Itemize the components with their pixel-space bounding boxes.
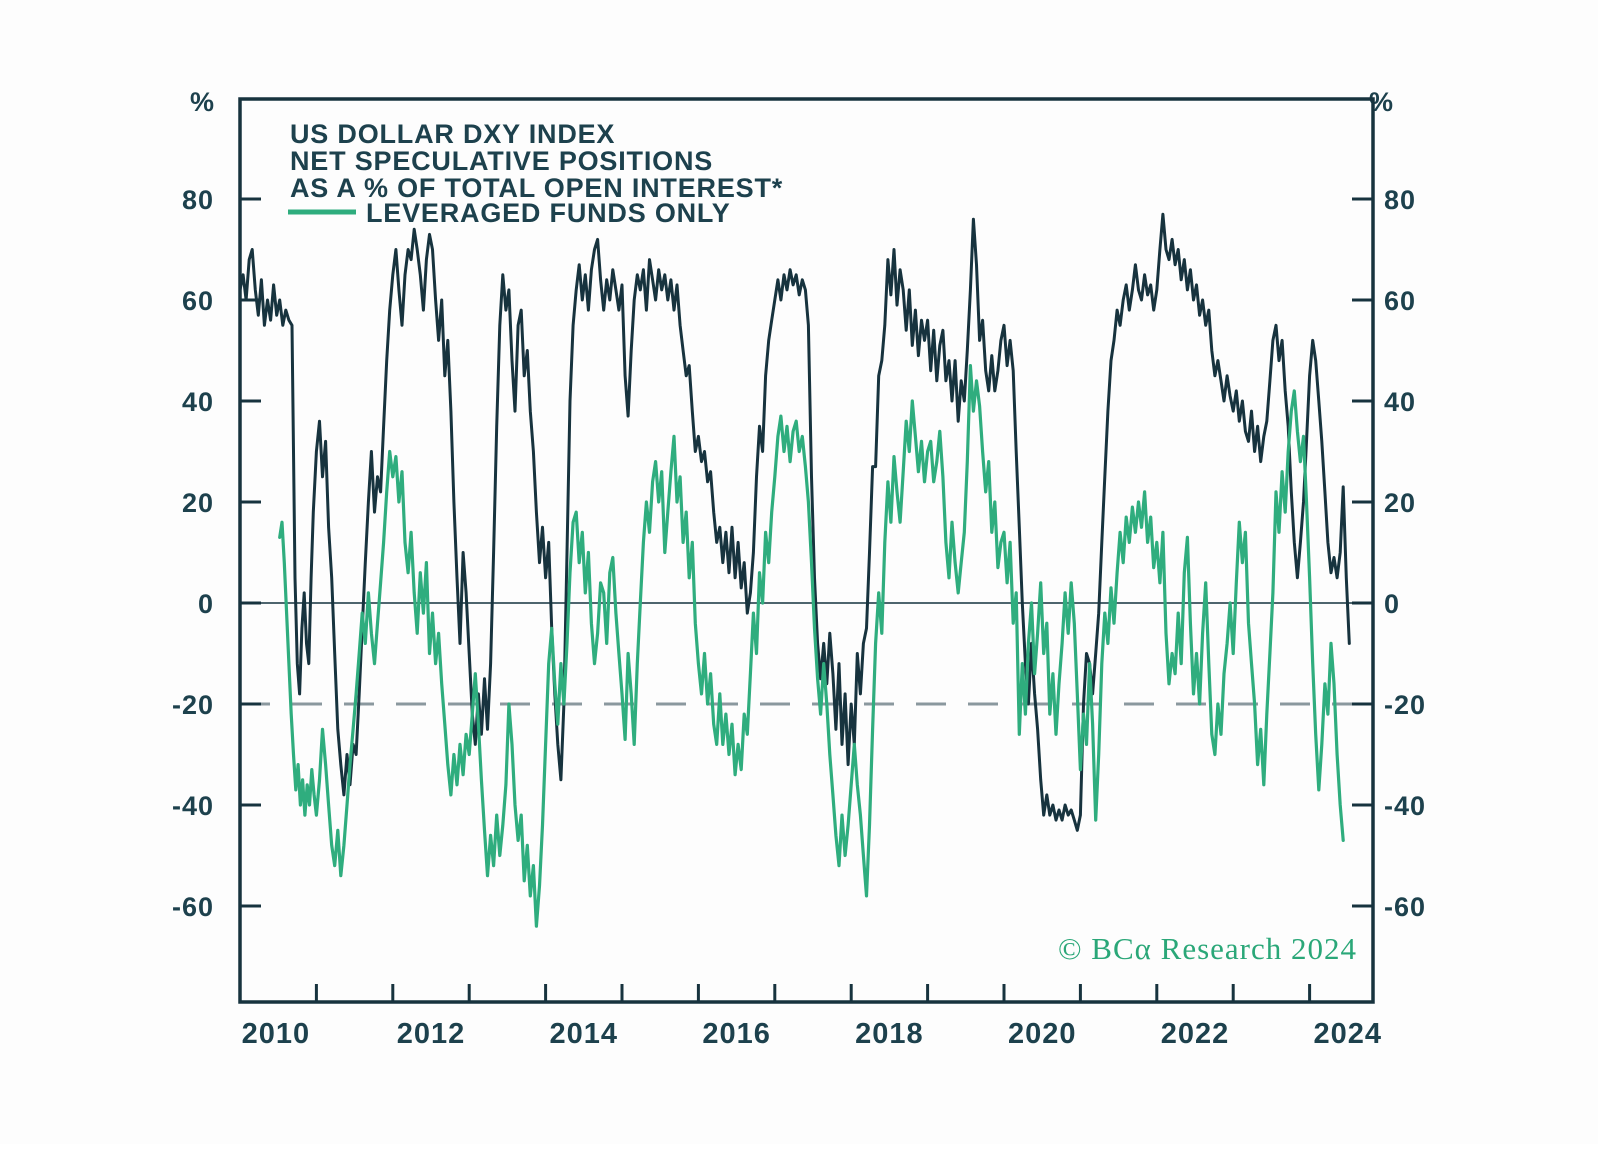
y-tick-label-left: 40 bbox=[182, 387, 214, 417]
y-tick-label-right: 0 bbox=[1384, 589, 1400, 619]
y-tick-label-right: -60 bbox=[1384, 892, 1426, 922]
y-tick-label-right: 80 bbox=[1384, 185, 1416, 215]
y-axis-unit-left: % bbox=[190, 87, 214, 117]
y-tick-label-right: 60 bbox=[1384, 286, 1416, 316]
y-tick-label-left: 0 bbox=[198, 589, 214, 619]
title-line-3: AS A % OF TOTAL OPEN INTEREST* bbox=[290, 173, 783, 203]
x-tick-label: 2014 bbox=[550, 1018, 619, 1050]
series-total-speculative bbox=[238, 212, 1351, 832]
title-line-1: US DOLLAR DXY INDEX bbox=[290, 119, 615, 149]
chart-title: US DOLLAR DXY INDEX NET SPECULATIVE POSI… bbox=[290, 119, 783, 203]
x-tick-label: 2018 bbox=[855, 1018, 924, 1050]
x-tick-label: 2016 bbox=[702, 1018, 771, 1050]
legend: LEVERAGED FUNDS ONLY bbox=[288, 198, 731, 228]
plot-frame bbox=[238, 97, 1375, 1004]
series-lines bbox=[238, 212, 1351, 928]
y-tick-label-left: -20 bbox=[172, 690, 214, 720]
y-tick-label-right: -40 bbox=[1384, 791, 1426, 821]
x-tick-label: 2012 bbox=[397, 1018, 466, 1050]
title-line-2: NET SPECULATIVE POSITIONS bbox=[290, 146, 713, 176]
x-tick-label: 2022 bbox=[1161, 1018, 1230, 1050]
y-tick-label-left: 80 bbox=[182, 185, 214, 215]
y-tick-label-left: -60 bbox=[172, 892, 214, 922]
y-tick-label-left: 60 bbox=[182, 286, 214, 316]
y-tick-label-left: -40 bbox=[172, 791, 214, 821]
y-tick-label-right: -20 bbox=[1384, 690, 1426, 720]
y-tick-label-right: 40 bbox=[1384, 387, 1416, 417]
axis-ticks bbox=[240, 197, 1373, 1002]
x-tick-label: 2024 bbox=[1314, 1018, 1383, 1050]
x-tick-label: 2010 bbox=[242, 1018, 311, 1050]
attribution-text: © BCα Research 2024 bbox=[1058, 931, 1357, 966]
series-leveraged-funds bbox=[278, 364, 1345, 928]
x-tick-label: 2020 bbox=[1008, 1018, 1077, 1050]
y-tick-label-left: 20 bbox=[182, 488, 214, 518]
y-tick-label-right: 20 bbox=[1384, 488, 1416, 518]
legend-label: LEVERAGED FUNDS ONLY bbox=[366, 198, 731, 228]
